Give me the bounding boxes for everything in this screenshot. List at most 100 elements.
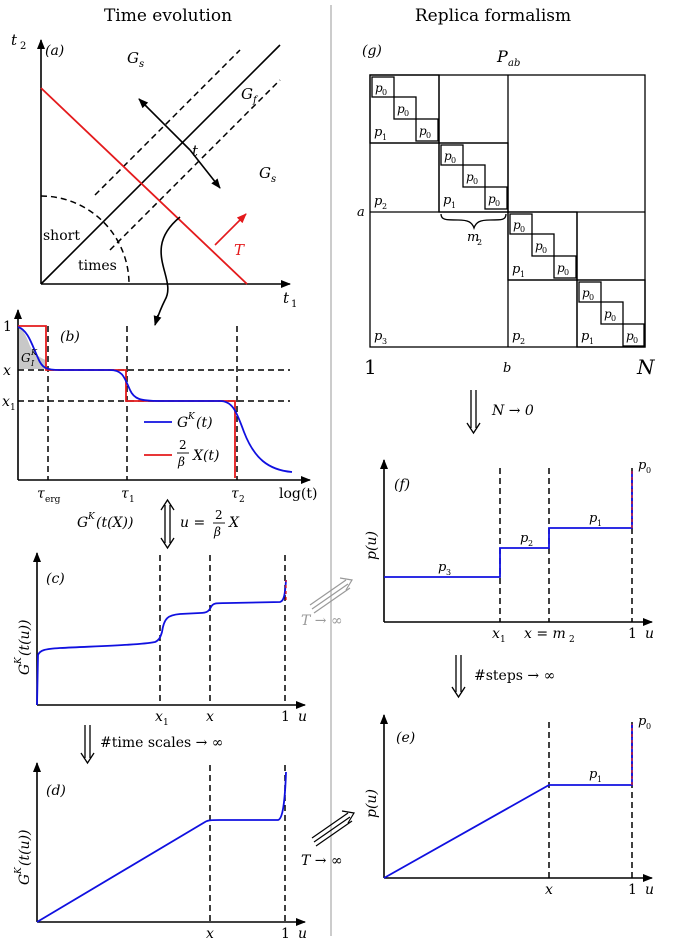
panel-a: t 2 t 1 (a) T t G s G s G f short times — [11, 31, 297, 326]
panel-e-ylabel: p(u) — [364, 789, 380, 818]
panel-a-gs-top: G — [127, 49, 139, 67]
svg-text:0: 0 — [564, 268, 569, 277]
panel-f-one: 1 — [628, 626, 637, 642]
panel-a-zoom-arrow — [155, 216, 181, 323]
svg-text:0: 0 — [520, 225, 525, 234]
panel-f-ylabel: p(u) — [364, 531, 380, 560]
panel-f-x1: x — [492, 626, 500, 642]
panel-b-tag: (b) — [60, 329, 80, 345]
panel-e-x: x — [545, 882, 553, 898]
panel-b-legend-blue-sup: K — [187, 412, 196, 422]
panel-e-u: u — [645, 882, 654, 898]
panel-f-x1-sub: 1 — [500, 635, 506, 645]
panel-g-m2-sub: 2 — [477, 238, 482, 247]
panel-b-tau1-sub: 1 — [129, 495, 135, 505]
panel-b-red-curve — [18, 325, 236, 478]
panel-a-red-line — [40, 87, 248, 285]
svg-text:p: p — [443, 193, 452, 208]
svg-text:0: 0 — [589, 293, 594, 302]
panel-b-tau-erg-sub: erg — [45, 495, 61, 505]
svg-text:1: 1 — [597, 519, 602, 528]
svg-text:0: 0 — [495, 199, 500, 208]
svg-text:0: 0 — [646, 466, 651, 475]
panel-d-u: u — [298, 926, 307, 941]
arrow-f-e-label: #steps → ∞ — [474, 668, 555, 684]
panel-c-tag: (c) — [46, 571, 65, 587]
panel-a-gs-top-sub: s — [139, 59, 144, 70]
panel-b-tick-x1: x — [2, 394, 10, 410]
panel-f-xm2-sub: 2 — [569, 635, 575, 645]
panel-f-tag: (f) — [394, 477, 410, 493]
svg-text:0: 0 — [542, 246, 547, 255]
svg-text:2: 2 — [382, 202, 387, 211]
panel-a-short: short — [43, 228, 80, 244]
svg-text:p: p — [520, 531, 529, 546]
arrow-c-d: #time scales → ∞ — [80, 725, 223, 765]
panel-e-curve — [383, 724, 633, 879]
svg-text:p: p — [374, 125, 383, 140]
panel-g-b: b — [503, 361, 511, 376]
svg-text:1: 1 — [520, 270, 525, 279]
panel-d-ylabel-sup: K — [14, 866, 24, 875]
panel-b-tau1: τ — [121, 486, 129, 502]
panel-d-ylabel-tail: (t(u)) — [17, 830, 33, 867]
t-infinity-grey: T → ∞ — [301, 577, 353, 629]
panel-b-tau-erg: τ — [37, 486, 45, 502]
mapping-u: u = — [180, 515, 205, 531]
panel-d-ylabel: G — [17, 874, 33, 885]
panel-a-y-label: t — [11, 31, 18, 49]
panel-b-tick-x: x — [3, 363, 11, 379]
panel-g-a: a — [357, 205, 365, 220]
panel-g-tag: (g) — [362, 43, 382, 59]
panel-e-tag: (e) — [396, 730, 415, 746]
mapping-gk-tail: (t(X)) — [96, 515, 133, 531]
svg-text:p: p — [582, 286, 590, 300]
panel-g-m2: m — [467, 230, 479, 245]
svg-text:0: 0 — [382, 88, 387, 97]
mapping-X: X — [228, 515, 240, 531]
svg-text:2: 2 — [528, 539, 533, 548]
svg-text:3: 3 — [382, 337, 387, 346]
svg-text:p: p — [488, 192, 496, 206]
panel-g-title: P — [496, 47, 508, 66]
svg-text:1: 1 — [597, 775, 602, 784]
svg-text:p: p — [374, 329, 383, 344]
mapping-gk: G — [77, 515, 88, 531]
svg-text:0: 0 — [473, 177, 478, 186]
panel-a-t-arrow-up — [138, 98, 191, 151]
panel-a-T-arrow — [214, 213, 247, 246]
panel-a-T-label: T — [234, 241, 245, 259]
panel-a-y-label-sub: 2 — [20, 41, 26, 52]
svg-text:2: 2 — [520, 337, 525, 346]
panel-g-N: N — [636, 355, 656, 379]
panel-a-x-label-sub: 1 — [291, 299, 297, 310]
arrow-g-f-label: N → 0 — [491, 403, 534, 419]
panel-b: 1 x x 1 G K I (b) G K (t) 2 β X(t) τ erg… — [2, 309, 317, 505]
panel-a-t-arrow-down — [189, 149, 221, 189]
svg-text:p: p — [557, 261, 565, 275]
mapping-num: 2 — [215, 508, 223, 522]
svg-text:p: p — [581, 329, 590, 344]
svg-text:1: 1 — [451, 201, 456, 210]
panel-b-tick-x1-sub: 1 — [10, 403, 16, 413]
panel-c-x1-sub: 1 — [163, 718, 169, 728]
panel-d-one: 1 — [281, 926, 290, 941]
svg-text:p: p — [397, 102, 405, 116]
panel-b-tick-1: 1 — [3, 319, 12, 335]
panel-b-tau2: τ — [231, 486, 239, 502]
svg-text:0: 0 — [404, 109, 409, 118]
svg-text:p: p — [589, 511, 598, 526]
svg-text:1: 1 — [589, 337, 594, 346]
arrow-c-d-label: #time scales → ∞ — [100, 735, 223, 751]
t-infinity-black: T → ∞ — [301, 810, 355, 869]
svg-text:p: p — [604, 307, 612, 321]
mapping-gk-sup: K — [87, 512, 96, 522]
panel-b-gki-sub: I — [30, 359, 35, 368]
heading-time-evolution: Time evolution — [104, 6, 232, 26]
panel-c-curve — [36, 579, 287, 706]
panel-a-x-label: t — [283, 289, 290, 307]
panel-a-gf-sub: f — [252, 95, 259, 106]
svg-text:p: p — [638, 458, 647, 473]
panel-b-legend-red-num: 2 — [179, 438, 187, 452]
